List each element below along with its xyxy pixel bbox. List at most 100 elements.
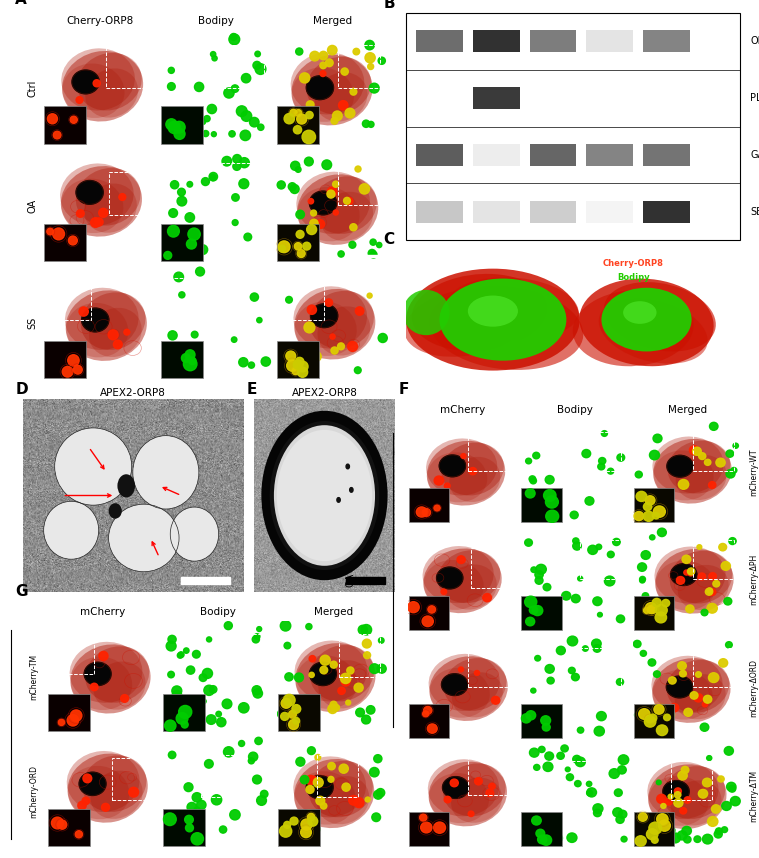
Circle shape	[305, 810, 313, 818]
Circle shape	[638, 604, 647, 611]
Circle shape	[655, 605, 667, 616]
Circle shape	[168, 331, 177, 340]
Text: GAPDH: GAPDH	[750, 150, 759, 160]
Bar	[408, 812, 449, 846]
Circle shape	[236, 106, 247, 117]
Circle shape	[350, 487, 353, 492]
Circle shape	[635, 712, 641, 718]
Circle shape	[733, 443, 739, 449]
Ellipse shape	[439, 279, 566, 360]
Circle shape	[661, 804, 666, 808]
Circle shape	[344, 197, 351, 204]
Bar	[643, 31, 690, 52]
Circle shape	[567, 833, 577, 843]
Circle shape	[648, 659, 656, 666]
Ellipse shape	[294, 287, 367, 348]
Circle shape	[291, 161, 300, 171]
Circle shape	[296, 210, 304, 219]
Circle shape	[168, 671, 175, 678]
Ellipse shape	[84, 184, 137, 233]
Title: APEX2-ORP8: APEX2-ORP8	[291, 388, 357, 398]
Circle shape	[373, 790, 383, 799]
Ellipse shape	[412, 274, 547, 351]
Circle shape	[642, 593, 649, 599]
Circle shape	[286, 351, 296, 361]
Circle shape	[174, 272, 184, 281]
Circle shape	[224, 88, 234, 98]
Bar	[587, 31, 633, 52]
Bar	[282, 278, 323, 321]
Circle shape	[328, 776, 334, 782]
Circle shape	[657, 780, 661, 785]
Circle shape	[231, 194, 239, 201]
Ellipse shape	[84, 662, 111, 686]
Circle shape	[535, 656, 540, 661]
Ellipse shape	[61, 166, 142, 237]
Circle shape	[616, 816, 624, 824]
Text: Cherry-ORP8: Cherry-ORP8	[603, 259, 663, 268]
Circle shape	[704, 695, 712, 704]
Bar	[279, 809, 320, 846]
Ellipse shape	[277, 430, 372, 561]
Circle shape	[428, 606, 436, 613]
Circle shape	[232, 220, 238, 226]
Ellipse shape	[79, 772, 106, 795]
Ellipse shape	[82, 308, 109, 332]
Circle shape	[297, 114, 307, 124]
Circle shape	[306, 776, 315, 785]
Circle shape	[596, 544, 602, 550]
Ellipse shape	[653, 439, 732, 504]
Circle shape	[722, 801, 731, 811]
Circle shape	[168, 82, 175, 90]
Bar	[222, 162, 264, 205]
Text: SEC61B: SEC61B	[750, 207, 759, 217]
Bar	[44, 224, 87, 261]
Circle shape	[313, 777, 323, 788]
Circle shape	[253, 689, 263, 698]
Ellipse shape	[297, 174, 378, 245]
Circle shape	[593, 597, 602, 606]
Circle shape	[695, 672, 701, 677]
Circle shape	[164, 251, 172, 259]
Circle shape	[457, 556, 465, 564]
Circle shape	[650, 715, 657, 721]
Ellipse shape	[444, 658, 506, 711]
Circle shape	[679, 480, 688, 489]
Circle shape	[328, 45, 337, 55]
Circle shape	[250, 293, 259, 301]
Circle shape	[255, 63, 266, 75]
Ellipse shape	[439, 455, 465, 477]
Ellipse shape	[653, 450, 713, 500]
Circle shape	[327, 190, 335, 198]
Circle shape	[293, 717, 300, 724]
Circle shape	[204, 759, 213, 768]
Ellipse shape	[446, 565, 497, 610]
Circle shape	[573, 755, 581, 763]
Bar	[718, 625, 737, 627]
Circle shape	[206, 715, 216, 724]
Bar	[634, 595, 675, 630]
Circle shape	[53, 131, 61, 139]
Circle shape	[178, 705, 192, 718]
Ellipse shape	[442, 776, 469, 799]
Circle shape	[657, 529, 666, 536]
Circle shape	[726, 469, 735, 478]
Circle shape	[698, 573, 706, 580]
Circle shape	[379, 637, 384, 644]
Ellipse shape	[427, 452, 487, 502]
Circle shape	[287, 360, 298, 372]
Bar	[112, 758, 153, 801]
Circle shape	[613, 538, 620, 546]
Circle shape	[444, 796, 451, 803]
Ellipse shape	[648, 764, 726, 829]
Ellipse shape	[61, 48, 135, 111]
Circle shape	[578, 727, 584, 733]
Ellipse shape	[655, 549, 734, 613]
Circle shape	[332, 181, 339, 187]
Circle shape	[645, 602, 657, 613]
Circle shape	[194, 243, 202, 251]
Bar	[468, 756, 509, 795]
Circle shape	[301, 776, 309, 784]
Circle shape	[636, 492, 647, 501]
Circle shape	[450, 779, 458, 787]
